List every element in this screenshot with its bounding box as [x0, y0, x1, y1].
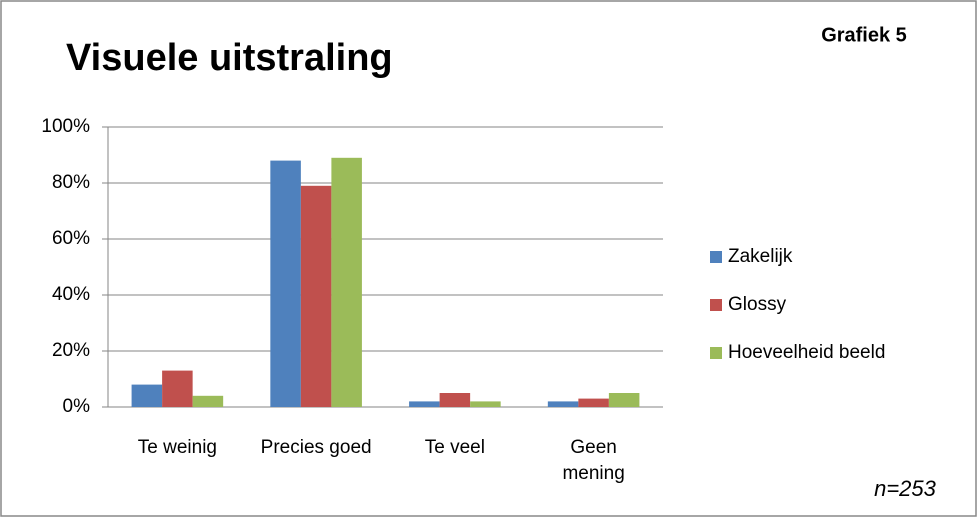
- bar: [470, 401, 501, 407]
- bar: [439, 393, 471, 407]
- chart-title: Visuele uitstraling: [66, 37, 393, 79]
- legend-swatch: [710, 347, 722, 359]
- x-tick-label: Te weinig: [137, 437, 217, 458]
- y-tick-label: 100%: [41, 116, 90, 137]
- legend-swatch: [710, 299, 722, 311]
- bar: [192, 395, 224, 407]
- bar: [409, 401, 440, 407]
- y-tick-label: 20%: [52, 340, 90, 361]
- bar: [270, 160, 301, 407]
- legend-label: Hoeveelheid beeld: [728, 342, 885, 363]
- y-tick-label: 40%: [52, 284, 90, 305]
- x-tick-label: Geen mening: [562, 437, 625, 484]
- x-tick-label: Te veel: [424, 437, 485, 458]
- y-tick-label: 0%: [63, 396, 91, 417]
- bar: [578, 398, 609, 407]
- y-tick-label: 80%: [52, 172, 90, 193]
- y-tick-label: 60%: [52, 228, 90, 249]
- bar: [131, 384, 163, 407]
- bar: [608, 393, 640, 407]
- bar: [331, 157, 362, 407]
- bar: [162, 370, 193, 407]
- legend-label: Glossy: [728, 294, 787, 315]
- legend-swatch: [710, 251, 722, 263]
- annotation: n=253: [874, 476, 937, 501]
- legend-label: Zakelijk: [728, 246, 793, 267]
- x-tick-label: Precies goed: [260, 437, 372, 458]
- annotation: Grafiek 5: [821, 24, 907, 46]
- bar: [547, 401, 579, 407]
- bar: [300, 185, 332, 407]
